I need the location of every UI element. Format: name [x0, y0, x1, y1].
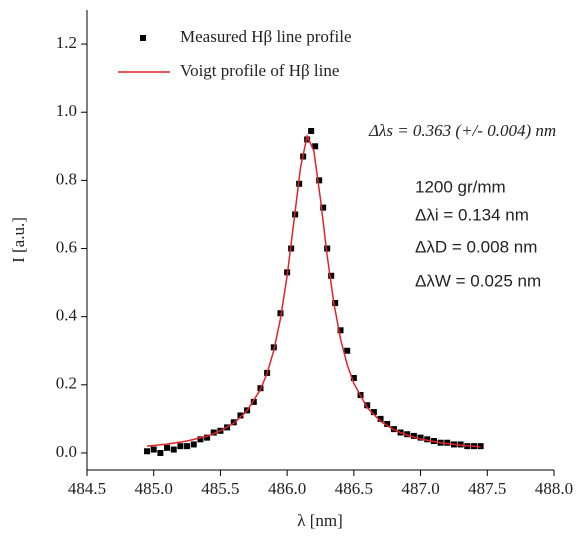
- data-point: [332, 300, 339, 307]
- voigt-line: [146, 133, 481, 448]
- data-point: [277, 310, 284, 317]
- data-point: [190, 441, 197, 448]
- legend-label: Measured Hβ line profile: [180, 27, 352, 46]
- legend-label: Voigt profile of Hβ line: [180, 61, 339, 80]
- data-point: [250, 398, 257, 405]
- data-point: [210, 429, 217, 436]
- annotation: 1200 gr/mm: [415, 177, 506, 196]
- y-tick-label: 1.2: [56, 33, 77, 52]
- data-point: [377, 415, 384, 422]
- x-tick-label: 486.5: [335, 479, 373, 498]
- data-point: [324, 245, 331, 252]
- x-tick-label: 486.0: [268, 479, 306, 498]
- y-axis-label: I [a.u.]: [9, 217, 28, 263]
- annotation: ΔλD = 0.008 nm: [415, 237, 537, 256]
- x-tick-label: 485.5: [201, 479, 239, 498]
- x-axis-label: λ [nm]: [297, 511, 343, 530]
- data-point: [308, 127, 315, 134]
- data-point: [197, 436, 204, 443]
- data-point: [344, 347, 351, 354]
- data-point: [157, 449, 164, 456]
- data-point: [177, 443, 184, 450]
- data-point: [410, 432, 417, 439]
- data-point: [328, 272, 335, 279]
- data-point: [204, 434, 211, 441]
- x-tick-label: 487.5: [468, 479, 506, 498]
- data-point: [170, 446, 177, 453]
- data-point: [150, 446, 157, 453]
- data-point: [364, 402, 371, 409]
- x-tick-label: 488.0: [535, 479, 573, 498]
- data-point: [384, 421, 391, 427]
- data-point: [337, 327, 344, 334]
- data-point: [424, 436, 431, 443]
- annotation: Δλi = 0.134 nm: [415, 205, 529, 224]
- annotation: ΔλW = 0.025 nm: [415, 271, 541, 290]
- data-point: [316, 177, 323, 184]
- y-tick-label: 0.8: [56, 169, 77, 188]
- data-point: [404, 431, 411, 438]
- data-point: [417, 434, 424, 441]
- data-point: [184, 443, 191, 450]
- x-tick-label: 485.0: [135, 479, 173, 498]
- data-point: [350, 375, 357, 381]
- y-tick-label: 0.6: [56, 237, 77, 256]
- data-point: [370, 409, 377, 416]
- legend-marker: [140, 35, 146, 41]
- annotation: Δλs = 0.363 (+/- 0.004) nm: [368, 121, 556, 140]
- data-point: [320, 204, 327, 211]
- data-point: [312, 143, 319, 150]
- data-point: [144, 448, 151, 455]
- x-tick-label: 487.0: [401, 479, 439, 498]
- data-point: [444, 439, 451, 446]
- x-tick-label: 484.5: [68, 479, 106, 498]
- data-point: [164, 444, 171, 451]
- y-tick-label: 0.0: [56, 442, 77, 461]
- y-tick-label: 0.4: [56, 306, 78, 325]
- y-tick-label: 0.2: [56, 374, 77, 393]
- y-tick-label: 1.0: [56, 101, 77, 120]
- data-point: [237, 412, 244, 419]
